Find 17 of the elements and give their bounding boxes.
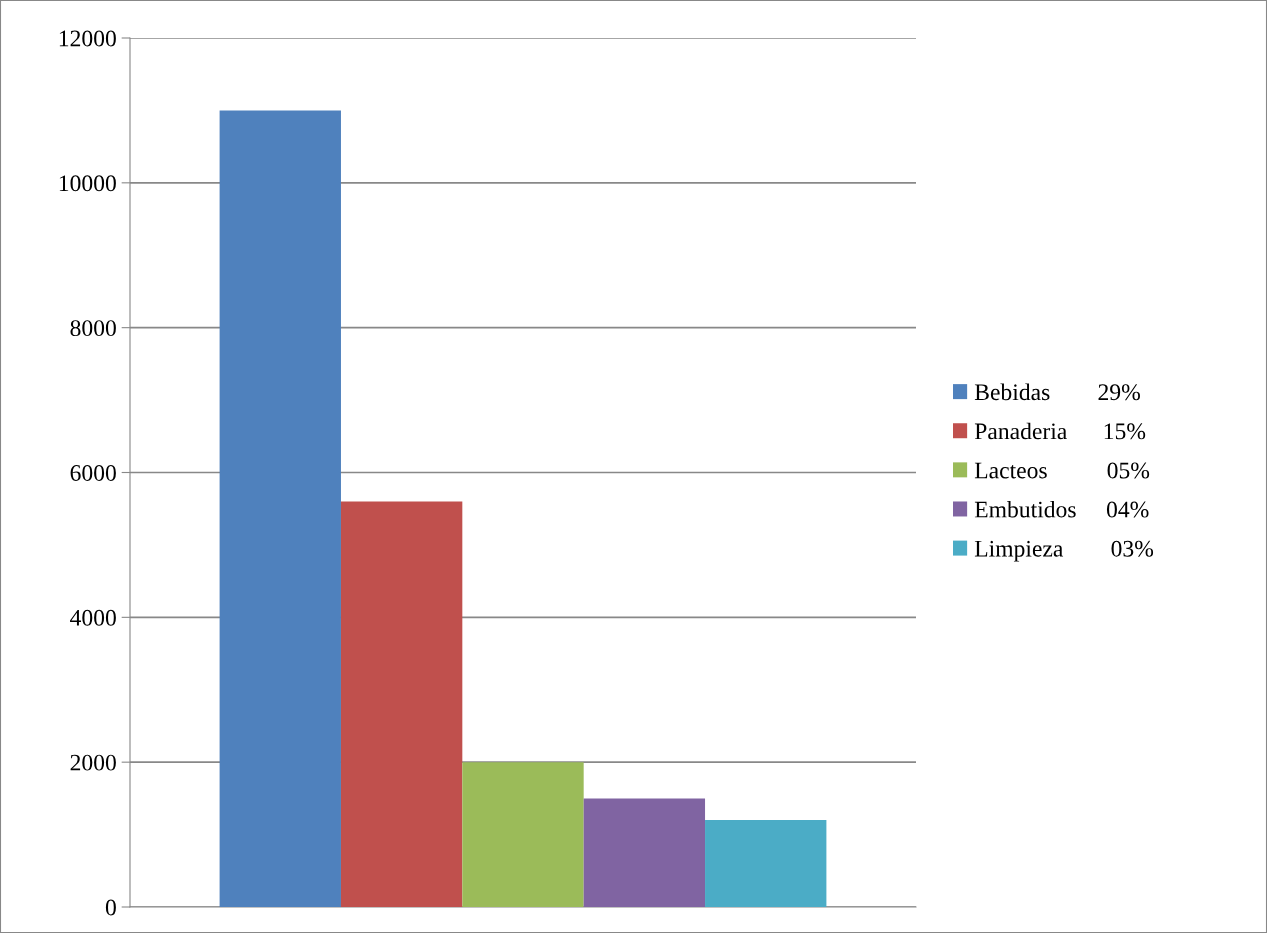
bar — [583, 798, 706, 907]
legend-label: Bebidas 29% — [974, 383, 1140, 401]
bar — [705, 820, 827, 907]
y-tick-label: 6000 — [70, 464, 116, 481]
y-tick-label: 12000 — [59, 30, 116, 47]
y-tick-label: 10000 — [59, 175, 116, 192]
legend-label: Lacteos 05% — [974, 462, 1150, 479]
bar — [340, 501, 463, 907]
y-tick-label: 8000 — [70, 320, 116, 337]
y-tick-label: 4000 — [70, 609, 116, 626]
y-tick-label: 2000 — [70, 754, 116, 771]
legend-label: Embutidos 04% — [974, 500, 1149, 518]
legend-label: Limpieza 03% — [974, 540, 1154, 562]
legend-label: Panaderia 15% — [974, 422, 1146, 440]
bar — [219, 110, 341, 907]
y-tick-label: 0 — [105, 899, 116, 916]
bar — [462, 762, 584, 907]
